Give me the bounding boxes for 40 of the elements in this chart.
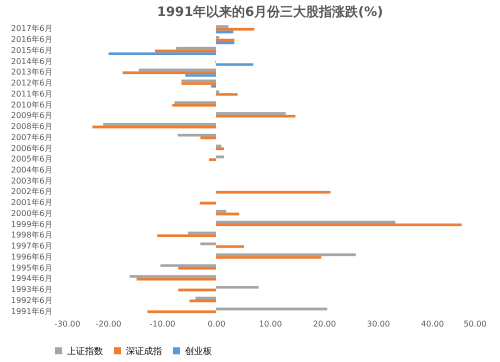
y-tick-label: 2012年6月	[11, 78, 52, 88]
x-tick-label: 30.00	[367, 320, 390, 328]
y-tick-label: 1999年6月	[11, 220, 52, 229]
y-tick-label: 1995年6月	[11, 263, 52, 272]
y-tick-label: 1991年6月	[11, 306, 52, 316]
x-tick-label: 10.00	[259, 320, 282, 328]
x-tick-label: 0.00	[208, 320, 226, 328]
y-tick-label: 2000年6月	[11, 208, 52, 218]
y-tick-label: 2002年6月	[11, 187, 52, 196]
y-tick-label: 2017年6月	[11, 24, 52, 34]
y-tick-label: 2006年6月	[11, 144, 52, 153]
y-tick-label: 1998年6月	[11, 230, 52, 240]
y-tick-label: 2007年6月	[11, 132, 52, 142]
x-tick-label: -10.00	[150, 320, 176, 328]
y-tick-label: 2010年6月	[11, 100, 52, 110]
y-tick-label: 2005年6月	[11, 154, 52, 164]
y-tick-label: 2004年6月	[11, 166, 52, 174]
y-tick-label: 1994年6月	[11, 274, 52, 284]
y-tick-label: 1993年6月	[11, 285, 52, 294]
y-tick-label: 1997年6月	[11, 242, 52, 251]
y-tick-label: 1996年6月	[11, 252, 52, 262]
x-tick-label: 50.00	[464, 320, 486, 328]
y-tick-label: 2014年6月	[11, 56, 52, 66]
legend-label: 深证成指	[126, 346, 162, 357]
y-tick-label: 2009年6月	[11, 111, 52, 120]
y-tick-label: 2011年6月	[11, 89, 52, 98]
chart-title: 1991年以来的6月份三大股指涨跌(%)	[156, 5, 384, 20]
y-tick-label: 2016年6月	[11, 35, 52, 44]
legend-label: 创业板	[185, 346, 212, 357]
y-tick-label: 2013年6月	[11, 68, 52, 77]
x-tick-label: -20.00	[96, 320, 122, 328]
x-tick-label: 20.00	[313, 320, 336, 328]
x-tick-label: 40.00	[421, 320, 444, 328]
y-tick-label: 2008年6月	[11, 122, 52, 132]
y-tick-label: 2003年6月	[11, 176, 52, 186]
y-tick-label: 2015年6月	[11, 46, 52, 55]
y-tick-label: 1992年6月	[11, 296, 52, 305]
legend-label: 上证指数	[67, 346, 103, 357]
y-tick-label: 2001年6月	[11, 198, 52, 208]
x-tick-label: -30.00	[54, 320, 80, 328]
